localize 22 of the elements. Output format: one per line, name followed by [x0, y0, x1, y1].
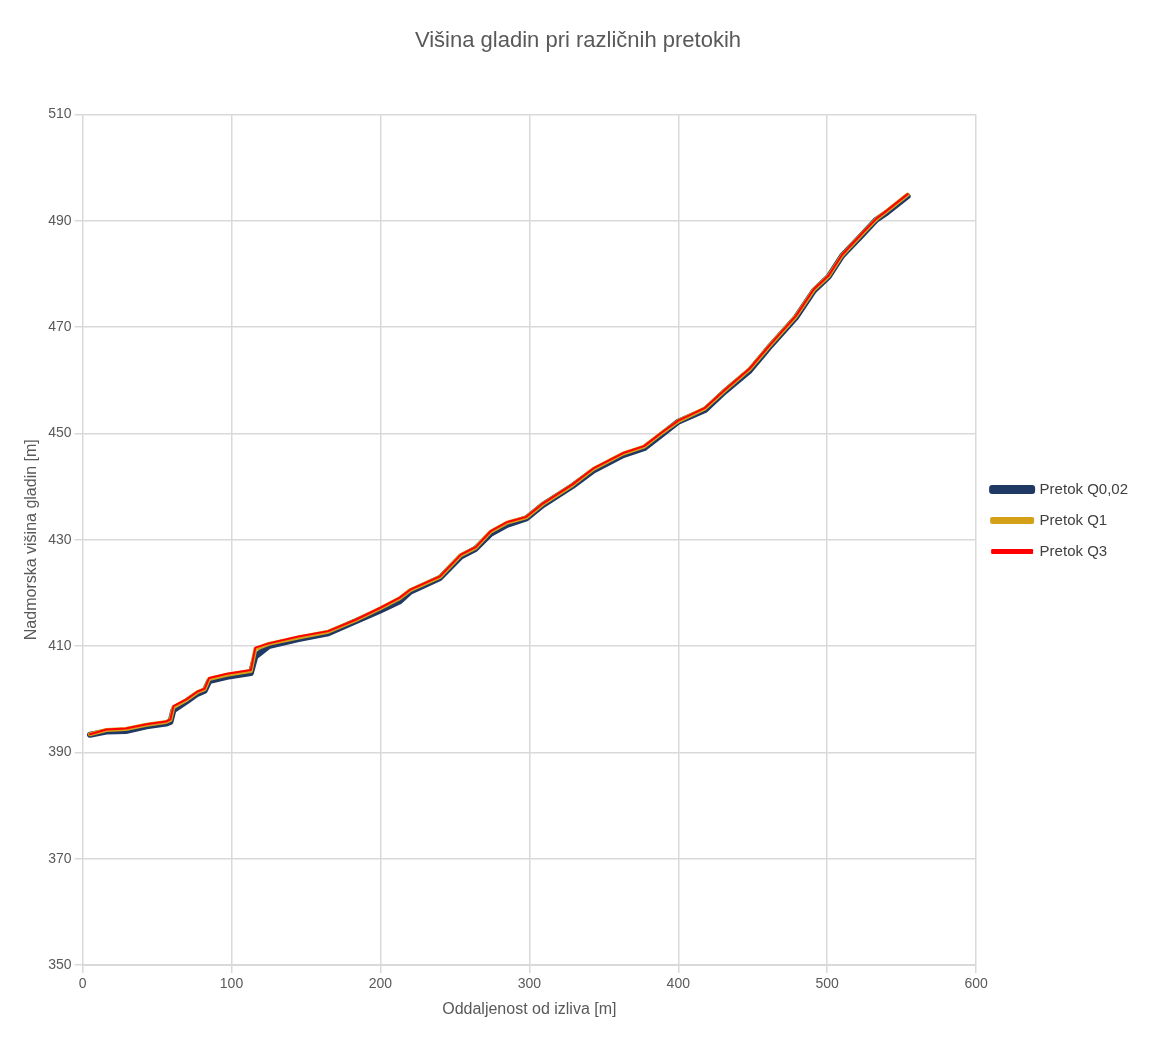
x-tick-label: 200 — [368, 975, 393, 992]
legend-label: Pretok Q1 — [1039, 510, 1108, 528]
x-tick-label: 300 — [517, 975, 542, 992]
y-tick-label: 470 — [48, 317, 72, 334]
y-tick-label: 450 — [48, 424, 72, 441]
x-tick-label: 100 — [219, 975, 244, 992]
y-tick-label: 430 — [48, 530, 72, 547]
y-axis-title: Nadmorska višina gladin [m] — [22, 439, 40, 641]
legend-label: Pretok Q3 — [1039, 541, 1108, 559]
x-axis-title: Oddaljenost od izliva [m] — [442, 999, 617, 1017]
y-tick-label: 410 — [48, 636, 72, 653]
x-tick-label: 400 — [666, 975, 691, 992]
y-tick-label: 370 — [48, 849, 72, 866]
y-tick-label: 490 — [48, 211, 72, 228]
y-tick-label: 510 — [48, 105, 72, 122]
y-tick-label: 350 — [48, 955, 72, 972]
y-tick-label: 390 — [48, 743, 72, 760]
chart-title: Višina gladin pri različnih pretokih — [414, 27, 742, 53]
x-tick-label: 500 — [815, 975, 840, 992]
legend-label: Pretok Q0,02 — [1039, 479, 1129, 497]
x-tick-label: 0 — [78, 975, 87, 992]
x-tick-label: 600 — [964, 975, 989, 992]
